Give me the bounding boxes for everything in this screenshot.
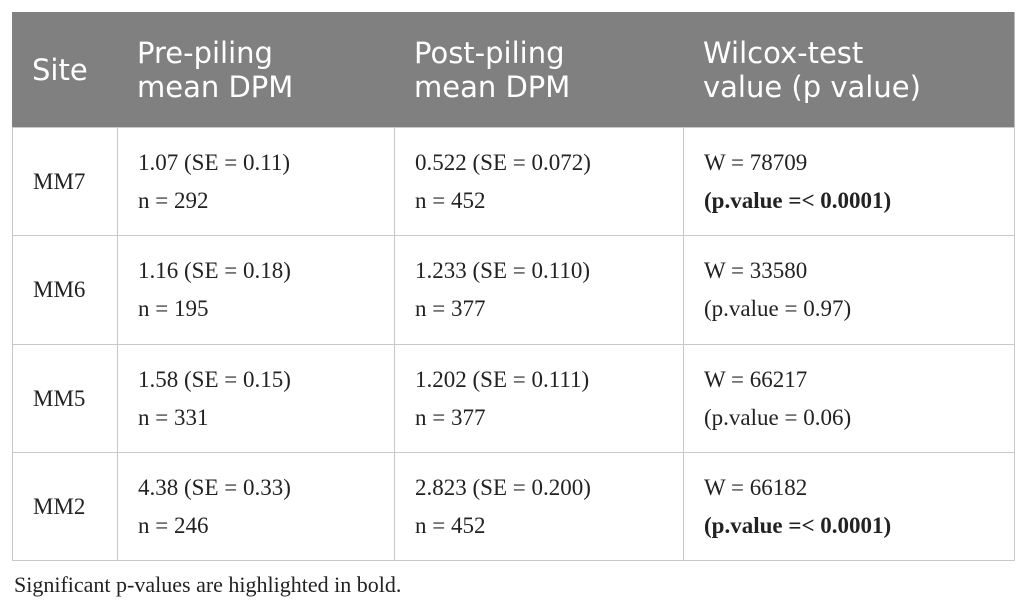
header-cell: Pre-piling mean DPM — [117, 12, 395, 128]
cell-text: W = 33580 — [704, 258, 808, 283]
body-cell: MM5 — [12, 344, 118, 453]
cell-text: 1.16 (SE = 0.18) — [138, 258, 291, 283]
body-cell: 0.522 (SE = 0.072) n = 452 — [394, 127, 684, 236]
cell-text: 4.38 (SE = 0.33) — [138, 474, 291, 500]
cell-text: 1.202 (SE = 0.111) — [415, 366, 590, 392]
header-cell: Wilcox-test value (p value) — [683, 12, 1015, 128]
cell-text: n = 452 — [415, 512, 486, 538]
header-text: value (p value) — [703, 70, 921, 104]
body-cell: W = 78709 (p.value =< 0.0001) — [683, 127, 1015, 236]
cell-text: 1.07 (SE = 0.11) — [138, 149, 291, 175]
body-cell: 2.823 (SE = 0.200) n = 452 — [394, 452, 684, 561]
header-text: Post-piling — [414, 36, 565, 70]
cell-text: 0.522 (SE = 0.072) — [415, 149, 591, 175]
body-cell: W = 66217 (p.value = 0.06) — [683, 344, 1015, 453]
cell-text: n = 246 — [138, 512, 209, 538]
body-cell: 1.58 (SE = 0.15) n = 331 — [117, 344, 395, 453]
header-cell: Site — [12, 12, 118, 128]
footnote: Significant p-values are highlighted in … — [14, 572, 402, 597]
cell-text: n = 331 — [138, 404, 209, 430]
cell-text: 1.58 (SE = 0.15) — [138, 366, 291, 392]
body-cell: 1.07 (SE = 0.11) n = 292 — [117, 127, 395, 236]
cell-text: n = 452 — [415, 187, 486, 213]
body-cell: W = 66182 (p.value =< 0.0001) — [683, 452, 1015, 561]
cell-text: W = 78709 — [704, 149, 808, 175]
body-cell: MM7 — [12, 127, 118, 236]
body-cell: 1.16 (SE = 0.18) n = 195 — [117, 235, 395, 345]
header-text: mean DPM — [414, 70, 571, 104]
cell-text: n = 377 — [415, 404, 486, 430]
header-cell: Post-piling mean DPM — [394, 12, 684, 128]
cell-text: MM2 — [33, 493, 86, 519]
body-cell: W = 33580 (p.value = 0.97) — [683, 235, 1015, 345]
cell-text: MM5 — [33, 385, 86, 411]
cell-text: MM7 — [33, 168, 86, 194]
body-cell: 1.202 (SE = 0.111) n = 377 — [394, 344, 684, 453]
header-text: Wilcox-test — [703, 36, 864, 70]
cell-text: W = 66182 — [704, 474, 808, 500]
body-cell: MM2 — [12, 452, 118, 561]
cell-text: (p.value =< 0.0001) — [704, 187, 892, 213]
cell-text: 1.233 (SE = 0.110) — [415, 258, 591, 283]
cell-text: (p.value = 0.97) — [704, 296, 852, 321]
cell-text: W = 66217 — [704, 366, 808, 392]
cell-text: n = 377 — [415, 296, 486, 321]
cell-text: n = 195 — [138, 296, 209, 321]
body-cell: 4.38 (SE = 0.33) n = 246 — [117, 452, 395, 561]
header-text: mean DPM — [137, 70, 294, 104]
cell-text: MM6 — [33, 277, 86, 302]
cell-text: 2.823 (SE = 0.200) — [415, 474, 591, 500]
header-text: Pre-piling — [137, 36, 273, 70]
cell-text: (p.value =< 0.0001) — [704, 512, 892, 538]
cell-text: (p.value = 0.06) — [704, 404, 852, 430]
body-cell: MM6 — [12, 235, 118, 345]
body-cell: 1.233 (SE = 0.110) n = 377 — [394, 235, 684, 345]
header-text: Site — [32, 53, 88, 87]
cell-text: n = 292 — [138, 187, 209, 213]
